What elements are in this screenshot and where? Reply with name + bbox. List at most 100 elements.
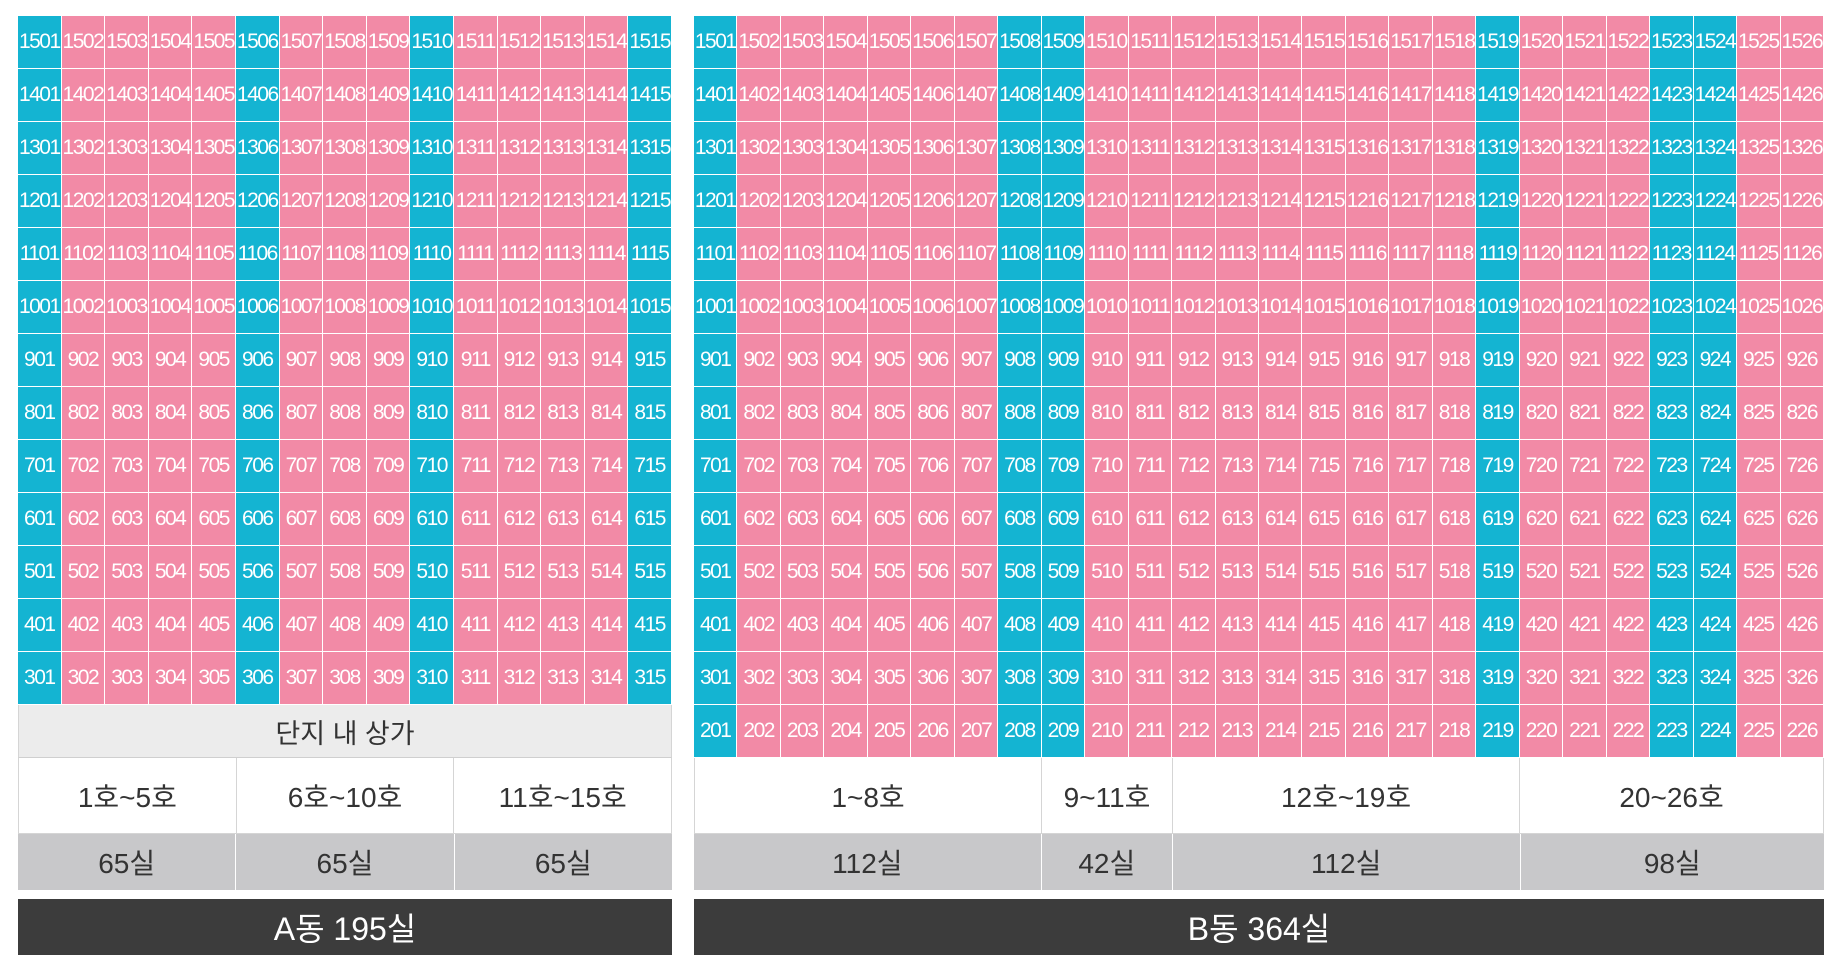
unit-cell: 903 [780, 334, 825, 387]
unit-cell: 904 [148, 334, 193, 387]
unit-cell: 418 [1432, 599, 1477, 652]
unit-cell: 1212 [497, 175, 542, 228]
unit-cell: 1123 [1650, 228, 1694, 281]
unit-cell: 905 [192, 334, 236, 387]
unit-cell: 513 [1215, 546, 1259, 599]
unit-cell: 1007 [279, 281, 324, 334]
unit-cell: 907 [279, 334, 324, 387]
unit-range-label: 12호~19호 [1171, 758, 1519, 833]
unit-cell: 1521 [1563, 16, 1607, 69]
unit-cell: 1315 [1302, 122, 1346, 175]
unit-cell: 912 [1172, 334, 1216, 387]
unit-cell: 1524 [1693, 16, 1738, 69]
unit-cell: 313 [541, 652, 585, 705]
unit-cell: 1423 [1650, 69, 1694, 122]
unit-cell: 1315 [628, 122, 672, 175]
unit-count-label: 65실 [98, 848, 156, 879]
unit-cell: 626 [1780, 493, 1824, 546]
unit-cell: 1126 [1780, 228, 1824, 281]
unit-cell: 1401 [18, 69, 62, 122]
unit-cell: 1424 [1693, 69, 1738, 122]
unit-cell: 1504 [824, 16, 868, 69]
unit-cell: 1513 [1215, 16, 1259, 69]
unit-cell: 1218 [1432, 175, 1477, 228]
unit-cell: 325 [1737, 652, 1781, 705]
unit-cell: 707 [279, 440, 324, 493]
unit-cell: 1016 [1345, 281, 1390, 334]
unit-cell: 319 [1476, 652, 1520, 705]
unit-cell: 1517 [1389, 16, 1433, 69]
unit-cell: 608 [998, 493, 1042, 546]
unit-cell: 1508 [998, 16, 1042, 69]
unit-cell: 402 [61, 599, 106, 652]
unit-cell: 1116 [1345, 228, 1390, 281]
unit-cell: 806 [911, 387, 955, 440]
unit-cell: 502 [737, 546, 781, 599]
unit-cell: 704 [824, 440, 868, 493]
unit-cell: 312 [1172, 652, 1216, 705]
unit-cell: 1425 [1737, 69, 1781, 122]
unit-cell: 1409 [366, 69, 411, 122]
unit-cell: 605 [192, 493, 236, 546]
unit-cell: 315 [628, 652, 672, 705]
unit-cell: 809 [366, 387, 411, 440]
unit-cell: 420 [1519, 599, 1564, 652]
unit-cell: 714 [1259, 440, 1303, 493]
unit-cell: 1510 [1085, 16, 1129, 69]
unit-cell: 307 [279, 652, 324, 705]
unit-cell: 1421 [1563, 69, 1607, 122]
unit-cell: 609 [1041, 493, 1086, 546]
unit-cell: 403 [780, 599, 825, 652]
unit-cell: 622 [1606, 493, 1651, 546]
unit-cell: 308 [323, 652, 367, 705]
unit-cell: 621 [1563, 493, 1607, 546]
unit-cell: 925 [1737, 334, 1781, 387]
unit-cell: 1410 [1085, 69, 1129, 122]
unit-cell: 1107 [279, 228, 324, 281]
unit-cell: 202 [737, 705, 781, 758]
unit-cell: 1408 [998, 69, 1042, 122]
unit-cell: 1103 [105, 228, 149, 281]
unit-cell: 1222 [1606, 175, 1651, 228]
unit-cell: 1322 [1606, 122, 1651, 175]
unit-cell: 706 [911, 440, 955, 493]
unit-cell: 811 [1128, 387, 1173, 440]
unit-cell: 1409 [1041, 69, 1086, 122]
unit-cell: 1026 [1780, 281, 1824, 334]
unit-cell: 904 [824, 334, 868, 387]
unit-cell: 1014 [1259, 281, 1303, 334]
unit-cell: 405 [867, 599, 912, 652]
unit-cell: 508 [998, 546, 1042, 599]
unit-cell: 401 [694, 599, 738, 652]
shop-label: 단지 내 상가 [18, 705, 672, 758]
unit-cell: 719 [1476, 440, 1520, 493]
unit-cell: 1505 [192, 16, 236, 69]
unit-cell: 1103 [780, 228, 825, 281]
unit-cell: 310 [410, 652, 454, 705]
unit-cell: 504 [148, 546, 193, 599]
unit-cell: 221 [1563, 705, 1607, 758]
unit-cell: 613 [1215, 493, 1259, 546]
unit-cell: 1301 [18, 122, 62, 175]
unit-cell: 1317 [1389, 122, 1433, 175]
unit-cell: 603 [780, 493, 825, 546]
unit-cell: 902 [737, 334, 781, 387]
unit-cell: 219 [1476, 705, 1520, 758]
unit-cell: 1506 [911, 16, 955, 69]
unit-cell: 1510 [410, 16, 454, 69]
unit-cell: 1104 [824, 228, 868, 281]
unit-cell: 1508 [323, 16, 367, 69]
unit-cell: 201 [694, 705, 738, 758]
unit-cell: 910 [410, 334, 454, 387]
unit-cell: 425 [1737, 599, 1781, 652]
unit-cell: 705 [867, 440, 912, 493]
unit-cell: 1505 [867, 16, 912, 69]
unit-cell: 209 [1041, 705, 1086, 758]
unit-cell: 906 [235, 334, 280, 387]
unit-cell: 1509 [1041, 16, 1086, 69]
unit-cell: 407 [954, 599, 999, 652]
unit-cell: 523 [1650, 546, 1694, 599]
unit-cell: 1009 [366, 281, 411, 334]
unit-cell: 305 [867, 652, 912, 705]
unit-cell: 409 [1041, 599, 1086, 652]
